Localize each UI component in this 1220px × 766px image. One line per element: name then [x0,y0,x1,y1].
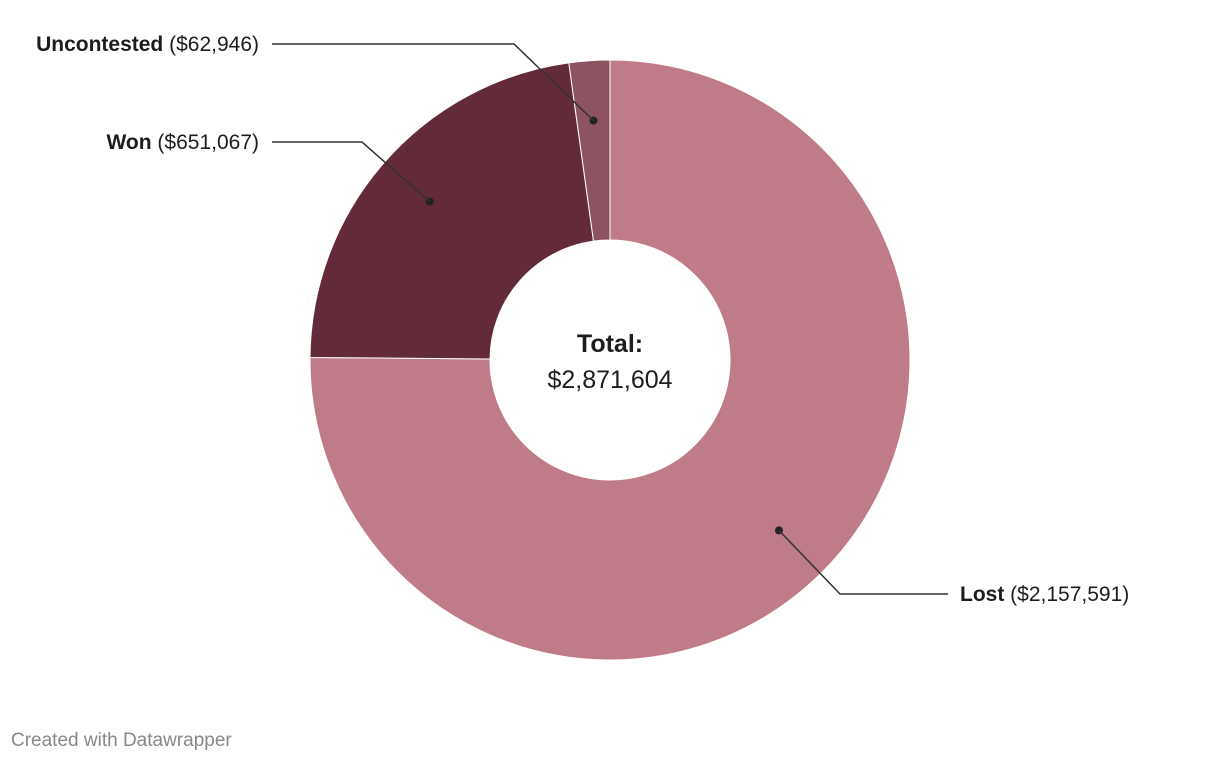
slice-label-name: Won [106,131,151,154]
slice-won [309,62,595,360]
slice-uncontested [568,59,611,242]
slice-label-name: Lost [960,583,1004,606]
slice-label-lost: Lost ($2,157,591) [960,583,1129,606]
slice-label-won: Won ($651,067) [106,131,259,154]
leader-line-won [272,141,431,203]
slice-lost [309,59,911,661]
center-total-title: Total: [577,330,643,358]
center-total-value: $2,871,604 [547,366,672,394]
slice-label-name: Uncontested [36,33,163,56]
slice-label-uncontested: Uncontested ($62,946) [36,33,259,56]
leader-line-lost [778,529,948,595]
footer-credit: Created with Datawrapper [11,730,232,751]
slice-label-value: ($651,067) [152,131,259,154]
slice-label-value: ($2,157,591) [1004,583,1129,606]
slice-label-value: ($62,946) [163,33,259,56]
label-leaders [272,43,948,595]
slice-labels: Lost ($2,157,591) Won ($651,067) Uncontest… [36,33,1129,606]
donut-slices [309,59,911,661]
leader-line-uncontested [272,43,595,122]
